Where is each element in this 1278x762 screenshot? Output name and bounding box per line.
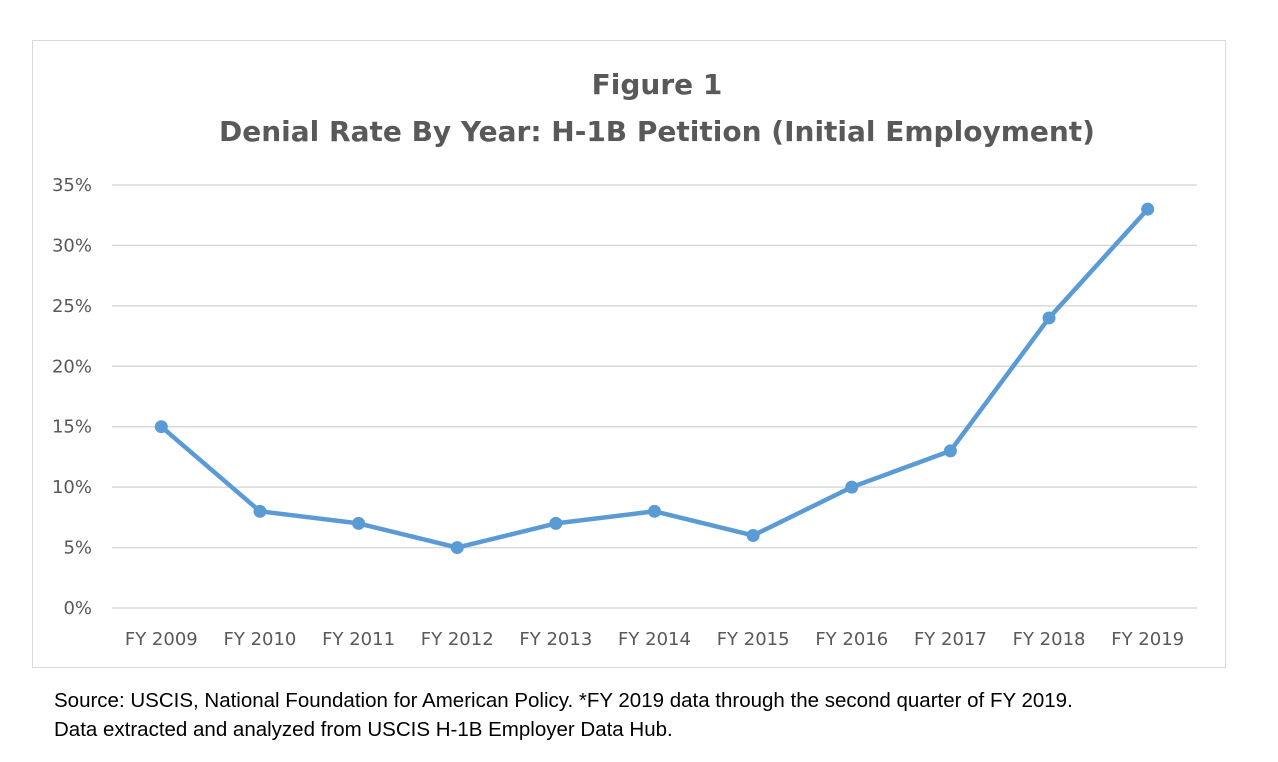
source-line-2: Data extracted and analyzed from USCIS H… (54, 718, 673, 741)
source-line-1: Source: USCIS, National Foundation for A… (54, 689, 1073, 712)
data-point (549, 516, 563, 530)
y-tick-label: 20% (52, 356, 92, 377)
x-tick-label: FY 2012 (421, 629, 494, 650)
data-point (253, 504, 267, 518)
x-tick-label: FY 2011 (322, 629, 395, 650)
y-tick-label: 15% (52, 417, 92, 438)
gridlines (112, 184, 1197, 609)
y-tick-label: 30% (52, 235, 92, 256)
data-point (450, 541, 464, 555)
x-tick-label: FY 2009 (125, 629, 198, 650)
x-tick-label: FY 2015 (717, 629, 790, 650)
data-point (845, 480, 859, 494)
data-point (746, 528, 760, 542)
data-point (943, 444, 957, 458)
data-point (352, 516, 366, 530)
series-denial-rate (154, 202, 1155, 555)
series-line (159, 206, 1150, 550)
x-tick-label: FY 2010 (224, 629, 297, 650)
source-note: Source: USCIS, National Foundation for A… (54, 686, 1264, 744)
y-tick-label: 10% (52, 477, 92, 498)
x-tick-label: FY 2019 (1111, 629, 1184, 650)
data-point (648, 504, 661, 518)
x-tick-label: FY 2014 (618, 629, 691, 650)
x-tick-label: FY 2016 (815, 629, 888, 650)
data-point (1042, 311, 1056, 325)
y-tick-label: 35% (52, 175, 92, 196)
x-tick-label: FY 2017 (914, 629, 987, 650)
y-tick-label: 5% (63, 538, 92, 559)
x-tick-label: FY 2013 (519, 629, 592, 650)
data-point (1141, 202, 1155, 216)
x-tick-label: FY 2018 (1013, 629, 1086, 650)
data-point (154, 420, 168, 434)
chart-title: Figure 1 (591, 68, 723, 101)
y-tick-label: 25% (52, 296, 92, 317)
y-axis-ticks: 0% 5% 10% 15% 20% 25% 30% 35% (52, 175, 92, 619)
chart-frame (32, 40, 1226, 668)
y-tick-label: 0% (63, 598, 92, 619)
chart-subtitle: Denial Rate By Year: H-1B Petition (Init… (219, 115, 1095, 148)
x-axis-ticks: FY 2009 FY 2010 FY 2011 FY 2012 FY 2013 FY 20… (125, 629, 1184, 650)
